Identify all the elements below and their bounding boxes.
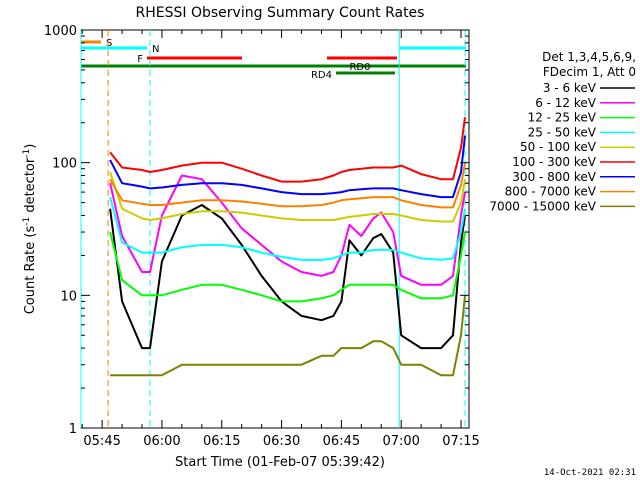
legend-header-line-1: Det 1,3,4,5,6,9, (542, 50, 636, 64)
series-line (110, 295, 466, 377)
series-line (109, 171, 466, 223)
y-tick-label: 100 (52, 157, 77, 172)
legend-header-line-2: FDecim 1, Att 0 (543, 65, 636, 79)
event-lines (80, 30, 466, 428)
y-tick-label: 1000 (44, 24, 77, 39)
y-axis-label: Count Rate (s-1 detector-1) (22, 144, 38, 315)
legend-entry-label: 12 - 25 keV (528, 111, 597, 125)
series-line (109, 231, 466, 303)
x-tick-label: 06:30 (263, 434, 300, 449)
y-axis-label-mid: detector (23, 157, 38, 217)
y-axis-label-sup1: -1 (22, 217, 32, 226)
svg-text:Count Rate (s-1 detector-1): Count Rate (s-1 detector-1) (22, 144, 38, 315)
series-line (109, 204, 466, 350)
x-tick-label: 06:45 (323, 434, 360, 449)
series-line (109, 162, 466, 209)
chart-title: RHESSI Observing Summary Count Rates (136, 5, 425, 21)
y-axis-label-end: ) (23, 144, 38, 149)
status-bar-label: F (0, 0, 6, 3)
generated-timestamp: 14-Oct-2021 02:31 (544, 468, 636, 478)
status-bar-label: N (0, 0, 7, 3)
y-axis-label-main: Count Rate (s (23, 226, 38, 315)
legend-entry-label: 25 - 50 keV (528, 125, 597, 139)
x-tick-label: 05:45 (83, 434, 120, 449)
x-tick-label: 06:15 (203, 434, 240, 449)
legend-entry-label: 800 - 7000 keV (505, 185, 597, 199)
x-tick-label: 07:00 (382, 434, 419, 449)
status-bars: SNNFFRD0RD4 (0, 0, 466, 81)
legend-entry-label: 7000 - 15000 keV (489, 199, 596, 213)
legend-entry-label: 6 - 12 keV (535, 96, 597, 110)
x-tick-label: 06:00 (143, 434, 180, 449)
series-line (109, 196, 466, 261)
series-lines (109, 117, 466, 377)
legend-entry-label: 50 - 100 keV (520, 140, 597, 154)
series-line (109, 117, 466, 183)
y-ticks: 1 10 100 1000 (44, 24, 469, 437)
y-tick-label: 1 (69, 422, 77, 437)
series-line (109, 135, 466, 199)
y-tick-label: 10 (60, 289, 77, 304)
y-axis-label-sup2: -1 (22, 149, 32, 158)
legend-entry-label: 100 - 300 keV (512, 155, 596, 169)
legend-entry-label: 3 - 6 keV (543, 81, 597, 95)
x-ticks: 05:45 06:00 06:15 06:30 06:45 07:00 07:15 (81, 30, 480, 449)
status-bar-label: RD0 (349, 62, 370, 73)
plot-frame (80, 29, 470, 429)
legend: Det 1,3,4,5,6,9, FDecim 1, Att 0 3 - 6 k… (489, 50, 636, 213)
legend-entry-label: 300 - 800 keV (512, 170, 596, 184)
x-tick-label: 07:15 (442, 434, 479, 449)
status-bar-label: RD4 (311, 70, 332, 81)
status-bar-label: F (137, 54, 143, 65)
series-line (109, 174, 466, 286)
status-bar-label: N (152, 44, 159, 55)
status-bar-label: S (106, 38, 112, 49)
x-axis-label: Start Time (01-Feb-07 05:39:42) (175, 455, 385, 470)
